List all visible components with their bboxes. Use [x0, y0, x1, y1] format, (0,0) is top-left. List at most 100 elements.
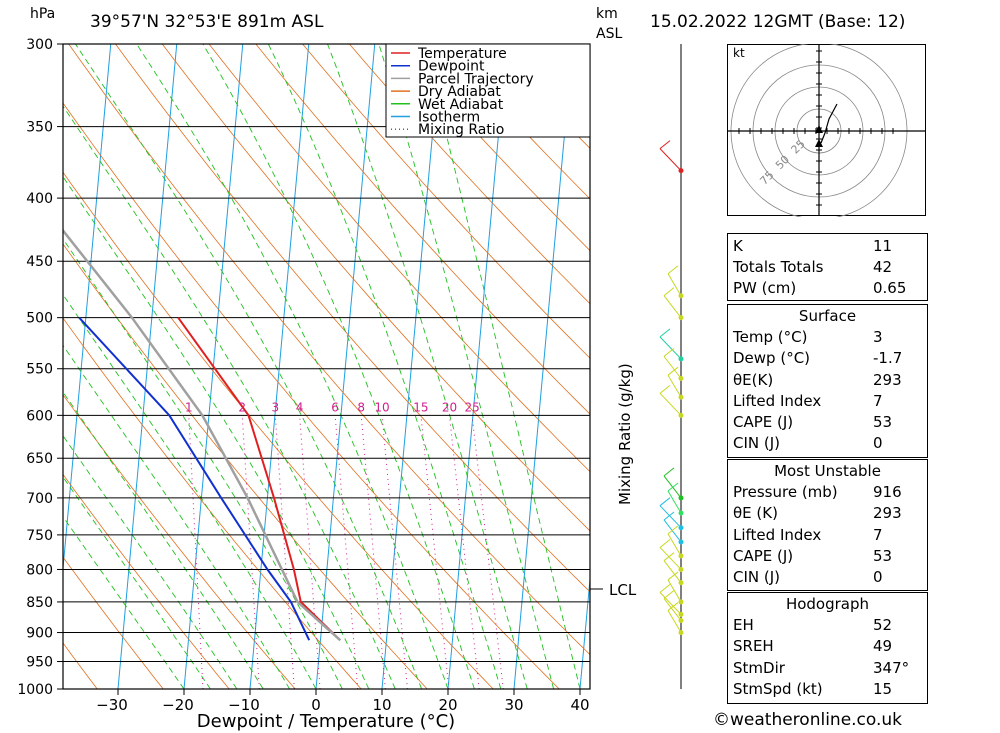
dry-adiabat-line [63, 556, 164, 689]
index-label: K [733, 237, 743, 255]
wet-adiabat-line [75, 44, 423, 689]
wind-point [678, 510, 684, 516]
index-value: 3 [873, 328, 883, 346]
mixing-ratio-line [381, 415, 408, 689]
mixing-ratio-label: 2 [238, 400, 246, 414]
wind-barb-flag [667, 482, 679, 492]
most-unstable-box: Most Unstable Pressure (mb) 916 θE (K) 293… [727, 459, 928, 591]
wind-barbs [659, 140, 684, 636]
index-row: Lifted Index 7 [733, 526, 922, 547]
mixing-ratio-line [360, 415, 386, 689]
index-label: Lifted Index [733, 526, 822, 544]
index-row: K 11 [733, 237, 922, 258]
index-label: CAPE (J) [733, 413, 794, 431]
wet-adiabat-line [63, 476, 211, 689]
y-tick-label: 350 [26, 120, 53, 136]
hodograph-indices-box: Hodograph EH 52 SREH 49 StmDir 347° StmSpd … [727, 592, 928, 704]
wind-barb [659, 336, 682, 360]
mixing-ratio-line [188, 415, 204, 689]
index-row: CAPE (J) 53 [733, 547, 922, 568]
index-row: θE (K) 293 [733, 504, 922, 525]
x-tick-label: −30 [96, 696, 128, 714]
wet-adiabat-line [63, 515, 185, 689]
isobars [63, 43, 590, 690]
wind-barb-flag [659, 497, 671, 507]
index-label: StmDir [733, 659, 785, 677]
index-value: 7 [873, 526, 883, 544]
mixing-ratio-axis-label: Mixing Ratio (g/kg) [616, 363, 634, 505]
dry-adiabat-line [302, 44, 590, 359]
y-tick-label: 500 [26, 311, 53, 327]
index-value: 15 [873, 680, 893, 698]
surface-title: Surface [798, 307, 857, 325]
wind-barb [659, 592, 682, 615]
wind-point [678, 618, 684, 624]
index-label: θE (K) [733, 504, 778, 522]
index-label: Totals Totals [733, 258, 824, 276]
pressure-unit-label: hPa [30, 6, 56, 22]
index-row: Dewp (°C) -1.7 [733, 349, 922, 370]
index-label: Pressure (mb) [733, 483, 838, 501]
index-row: SREH 49 [733, 637, 922, 658]
x-axis: −30 −20 −10 0 10 20 30 40 [96, 689, 590, 714]
y-tick-label: 950 [26, 655, 53, 671]
dry-adiabat-line [677, 44, 720, 689]
mixing-ratio-label: 10 [374, 400, 389, 414]
mixing-ratio-label: 6 [331, 400, 339, 414]
isotherm-line [315, 44, 376, 689]
x-tick-label: 10 [372, 696, 391, 714]
wind-barb-flag [663, 511, 675, 521]
y-tick-label: 650 [26, 451, 53, 467]
hodograph-unit-label: kt [733, 46, 745, 60]
x-tick-label: 40 [570, 696, 589, 714]
most-unstable-title: Most Unstable [774, 462, 881, 480]
index-row: CAPE (J) 53 [733, 413, 922, 434]
index-value: 7 [873, 392, 883, 410]
index-row: CIN (J) 0 [733, 568, 922, 589]
dry-adiabat-line [255, 44, 590, 415]
index-value: 49 [873, 637, 893, 655]
wind-barb [667, 579, 682, 603]
index-value: 0 [873, 568, 883, 586]
legend-label: Parcel Trajectory [418, 71, 534, 87]
wet-adiabat-line [267, 44, 502, 689]
y-tick-label: 450 [26, 254, 53, 270]
dry-adiabat-line [63, 171, 494, 689]
index-row: StmSpd (kt) 15 [733, 680, 922, 701]
index-value: -1.7 [873, 349, 903, 367]
index-row: Pressure (mb) 916 [733, 483, 922, 504]
y-tick-label: 300 [26, 37, 53, 53]
wind-barb-flag [659, 328, 671, 338]
mixing-ratio-label: 15 [413, 400, 428, 414]
credit-link[interactable]: ©weatheronline.co.uk [713, 710, 903, 730]
wind-barb [667, 610, 682, 633]
index-value: 53 [873, 413, 893, 431]
y-tick-label: 400 [26, 191, 53, 207]
wind-barb-flag [659, 584, 671, 593]
dry-adiabat-line [68, 44, 590, 656]
wind-barb [663, 519, 682, 543]
basic-indices-box: K 11 Totals Totals 42 PW (cm) 0.65 [727, 233, 928, 301]
wind-point [678, 168, 684, 174]
isotherm-line [447, 44, 508, 689]
wet-adiabat-line [136, 44, 449, 689]
chart-series [63, 228, 342, 642]
y-tick-label: 900 [26, 626, 53, 642]
wind-barb-flag [659, 384, 671, 394]
plot-frame [62, 43, 591, 690]
wind-barb [663, 295, 682, 318]
y-tick-label: 600 [26, 408, 53, 424]
index-row: EH 52 [733, 616, 922, 637]
index-row: θE(K) 293 [733, 371, 922, 392]
legend-label: Temperature [417, 46, 507, 62]
wind-point [678, 580, 684, 586]
wind-point [678, 611, 684, 617]
wind-barb [667, 273, 682, 297]
dry-adiabat-line [63, 473, 230, 689]
wind-point [678, 525, 684, 531]
index-label: PW (cm) [733, 279, 797, 297]
dry-adiabat-line [489, 44, 590, 149]
legend-label: Dewpoint [418, 59, 485, 75]
storm-motion-marker [815, 125, 823, 133]
wind-point [678, 356, 684, 362]
